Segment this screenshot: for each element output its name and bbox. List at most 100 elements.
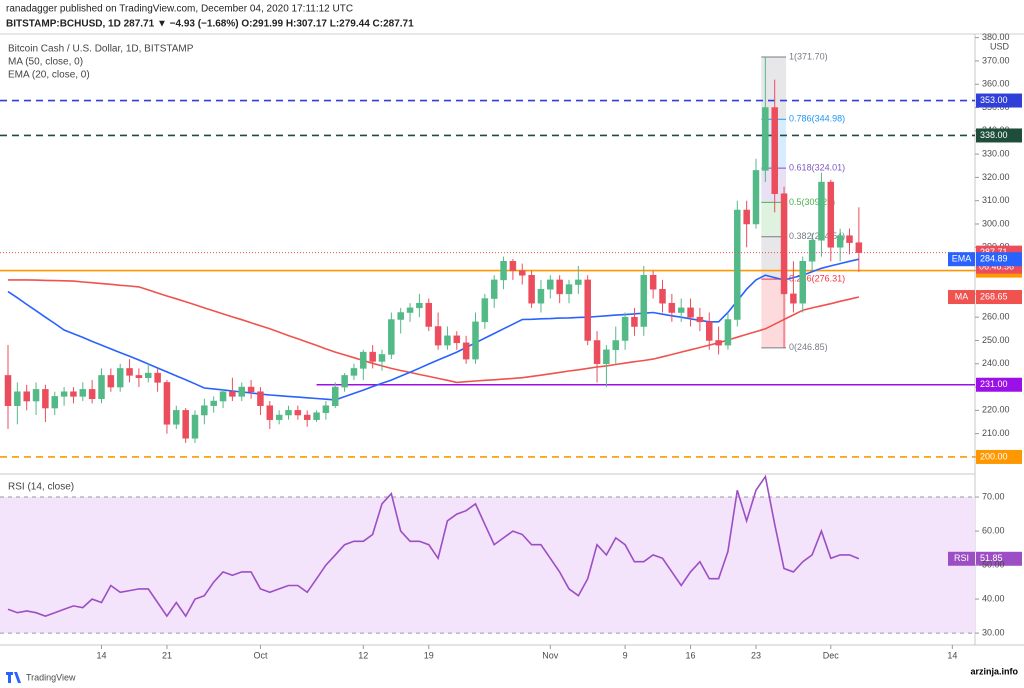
fib-label: 0.382(294.54) — [789, 231, 845, 241]
series-tag-name: MA — [955, 291, 969, 301]
x-tick-label: 9 — [623, 650, 628, 660]
level-tag-text: 338.00 — [980, 130, 1008, 140]
y-tick-label: 220.00 — [982, 405, 1010, 415]
candle-body — [762, 107, 769, 171]
candle-body — [537, 288, 545, 304]
candle-body — [60, 391, 68, 397]
x-tick-label: 23 — [751, 650, 761, 660]
candle-body — [612, 340, 619, 351]
y-tick-label: 380.00 — [982, 32, 1010, 42]
x-tick-label: 14 — [947, 650, 957, 660]
candle-body — [303, 414, 311, 420]
candle-body — [593, 340, 601, 365]
level-tag-text: 231.00 — [980, 379, 1008, 389]
candle-body — [575, 279, 582, 285]
average-line — [7, 258, 860, 401]
candle-body — [640, 274, 648, 327]
candle-body — [406, 307, 414, 313]
rsi-line — [7, 474, 860, 618]
fib-label: 0.618(324.01) — [789, 162, 845, 172]
brand: TradingView — [6, 672, 76, 683]
candle-body — [360, 351, 367, 369]
candle-body — [603, 349, 610, 365]
candle-body — [285, 410, 292, 416]
candle-body — [350, 368, 358, 376]
y-tick-label: 300.00 — [982, 218, 1010, 228]
header-line1: ranadagger published on TradingView.com,… — [6, 4, 353, 15]
series-tag-text: 268.65 — [980, 291, 1008, 301]
candle-body — [687, 307, 694, 318]
series-tag-box — [976, 252, 1022, 267]
y-tick-label: 250.00 — [982, 335, 1010, 345]
y-tick-label: 70.00 — [982, 491, 1005, 501]
rsi-title: RSI (14, close) — [8, 482, 74, 493]
candle-body — [378, 354, 386, 362]
y-tick-label: 210.00 — [982, 428, 1010, 438]
candle-body — [519, 270, 526, 276]
candle-body — [388, 319, 395, 355]
candle-body — [706, 321, 713, 341]
candle-body — [547, 279, 554, 290]
level-tag-box — [976, 128, 1022, 143]
rsi-tag-name-box — [948, 551, 975, 566]
candle-body — [808, 240, 816, 262]
candle-body — [145, 372, 152, 378]
candle-body — [649, 274, 657, 290]
candle-body — [191, 414, 199, 439]
rsi-band — [0, 497, 975, 634]
candle-body — [743, 209, 750, 225]
x-tick-label: 21 — [162, 650, 172, 660]
y-tick-label: 240.00 — [982, 358, 1010, 368]
candle-body — [294, 410, 302, 416]
candle-body — [107, 375, 115, 388]
candle-body — [210, 400, 217, 406]
y-tick-label: 40.00 — [982, 593, 1005, 603]
y-tick-label: 310.00 — [982, 195, 1010, 205]
candle-body — [23, 391, 30, 402]
candle-body — [790, 293, 797, 304]
candle-body — [631, 316, 638, 327]
price-tag-text: 287.71 — [980, 247, 1008, 257]
series-tag-box — [976, 290, 1022, 305]
x-tick-label: Oct — [253, 650, 268, 660]
candle-body — [88, 389, 96, 399]
candle-body — [836, 235, 844, 248]
candle-body — [182, 410, 189, 439]
fib-label: 0.786(344.98) — [789, 114, 845, 124]
candle-body — [855, 242, 863, 253]
candle-body — [621, 316, 629, 341]
series-tag-name-box — [948, 252, 975, 267]
candle-body — [397, 312, 404, 320]
y-tick-label: 360.00 — [982, 79, 1010, 89]
candle-body — [846, 235, 853, 243]
rsi-tag-name: RSI — [954, 553, 969, 563]
currency-label: USD — [990, 41, 1010, 51]
candle-body — [238, 386, 245, 397]
x-tick-label: 19 — [424, 650, 434, 660]
candle-body — [275, 414, 283, 420]
header-line2: BITSTAMP:BCHUSD, 1D 287.71 ▼ −4.93 (−1.6… — [6, 19, 414, 30]
rsi-tag-box — [976, 551, 1022, 566]
fib-label: 1(371.70) — [789, 51, 828, 61]
candle-body — [257, 391, 264, 406]
brand-name: TradingView — [26, 672, 76, 682]
plot: 1(371.70) 0.786(344.98) 0.618(324.01) 0.5(3… — [0, 32, 1022, 660]
candle-body — [481, 298, 489, 323]
candle-body — [332, 386, 339, 406]
candle-body — [79, 389, 87, 397]
candle-body — [556, 279, 563, 295]
y-tick-label: 30.00 — [982, 627, 1005, 637]
series-tag-text: 284.89 — [980, 254, 1008, 264]
level-tag-text: 353.00 — [980, 95, 1008, 105]
candle-body — [14, 391, 21, 406]
candle-body — [734, 209, 741, 320]
candle-body — [696, 316, 704, 323]
candle-body — [247, 386, 255, 392]
candle-body — [434, 326, 442, 346]
candle-body — [4, 375, 12, 406]
level-tag-text: 200.00 — [980, 451, 1008, 461]
candle-body — [490, 279, 498, 299]
candle-body — [219, 391, 227, 402]
candle-body — [818, 181, 825, 241]
candle-body — [827, 181, 835, 248]
